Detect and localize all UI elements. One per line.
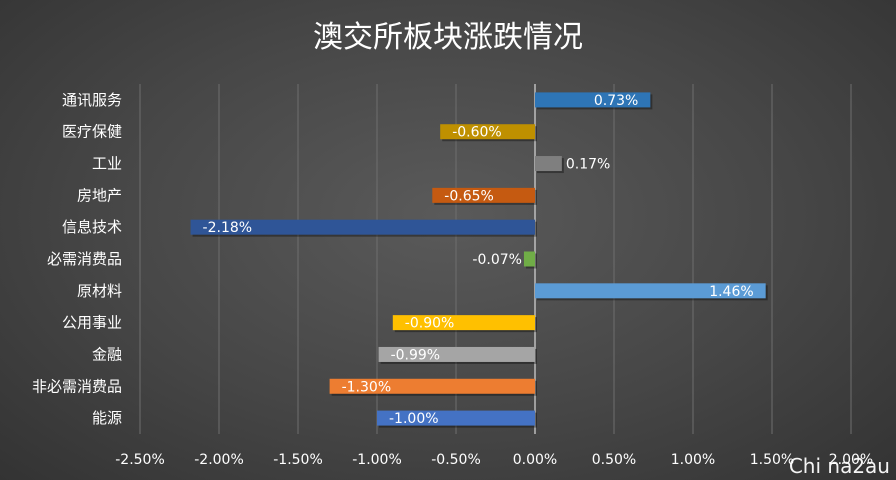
bar xyxy=(329,378,535,394)
bar xyxy=(535,156,562,172)
category-label: 非必需消费品 xyxy=(32,377,122,395)
data-label: -1.30% xyxy=(342,379,392,395)
category-label: 必需消费品 xyxy=(47,250,122,268)
x-tick-label: -1.00% xyxy=(352,452,402,468)
category-label: 医疗保健 xyxy=(62,123,122,141)
data-label: 0.17% xyxy=(566,157,610,173)
data-label: -0.99% xyxy=(391,347,441,363)
category-label: 房地产 xyxy=(77,186,122,204)
bars xyxy=(190,92,768,428)
x-tick-label: -2.00% xyxy=(194,452,244,468)
bar xyxy=(392,315,535,331)
category-label: 工业 xyxy=(92,155,122,173)
data-labels: 0.73% -0.60% 0.17% -0.65% -2.18% -0.07% 1.46% -… xyxy=(203,93,754,427)
data-label: -0.65% xyxy=(444,188,494,204)
x-tick-label: 0.50% xyxy=(592,452,636,468)
bar xyxy=(377,410,535,426)
x-tick-label: -0.50% xyxy=(431,452,481,468)
data-label: -1.00% xyxy=(389,411,439,427)
x-tick-label: 1.50% xyxy=(750,452,794,468)
bar xyxy=(378,346,535,362)
watermark: Chi na2au xyxy=(788,454,890,478)
bar xyxy=(535,283,766,299)
data-label: -0.90% xyxy=(405,316,455,332)
x-tick-label: -1.50% xyxy=(273,452,323,468)
x-tick-label: 2.00% xyxy=(829,452,873,468)
data-label: -2.18% xyxy=(203,220,253,236)
x-tick-label: 1.00% xyxy=(671,452,715,468)
bar xyxy=(535,92,651,108)
category-label: 金融 xyxy=(92,345,122,363)
bar xyxy=(440,124,535,140)
category-label: 公用事业 xyxy=(62,314,122,332)
data-label: -0.07% xyxy=(472,252,522,268)
category-label: 能源 xyxy=(92,409,122,427)
x-tick-labels: -2.50% -2.00% -1.50% -1.00% -0.50% 0.00% 0.50%… xyxy=(115,452,873,468)
bar xyxy=(523,251,535,267)
chart-title: 澳交所板块涨跌情况 xyxy=(313,20,583,55)
data-label: 0.73% xyxy=(594,93,638,109)
bar xyxy=(190,219,535,235)
x-tick-label: -2.50% xyxy=(115,452,165,468)
category-label: 原材料 xyxy=(77,282,122,300)
category-label: 信息技术 xyxy=(62,218,122,236)
x-tick-label: 0.00% xyxy=(513,452,557,468)
category-label: 通讯服务 xyxy=(62,91,122,109)
data-label: -0.60% xyxy=(452,125,502,141)
bar xyxy=(432,187,535,203)
data-label: 1.46% xyxy=(709,284,753,300)
